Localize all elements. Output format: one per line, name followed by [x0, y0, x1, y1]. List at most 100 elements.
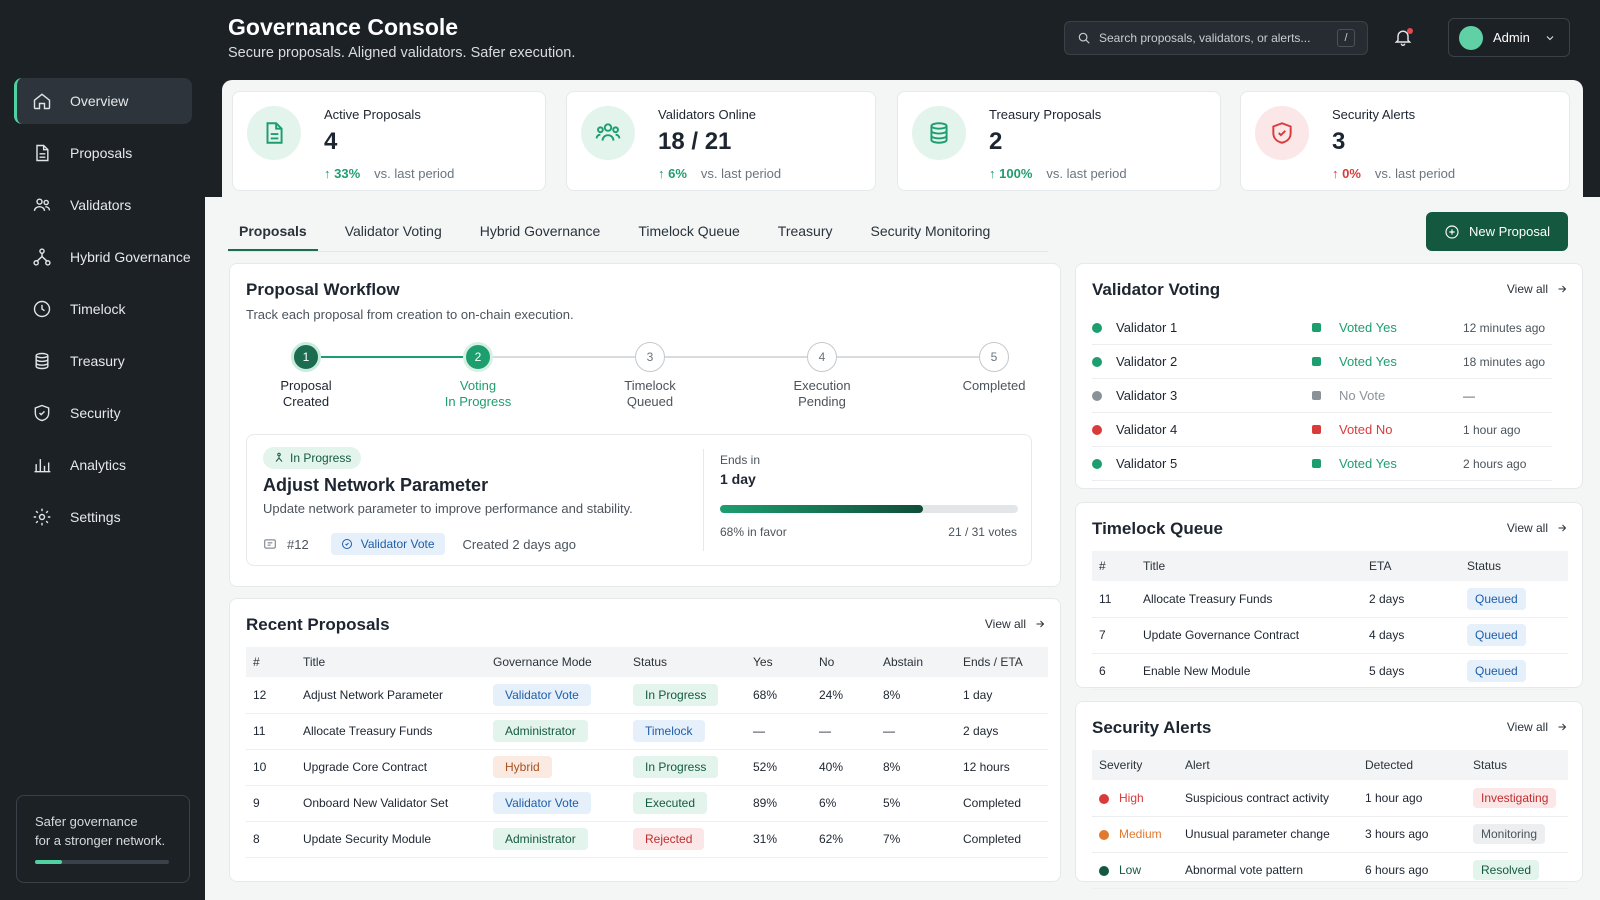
view-all-link[interactable]: View all — [985, 617, 1046, 631]
sidebar-footer-progress — [35, 860, 169, 864]
timelock-table: # Title ETA Status 11 Allocate Treasury F… — [1092, 551, 1568, 690]
tab-proposals[interactable]: Proposals — [228, 215, 318, 251]
proposal-description: Update network parameter to improve perf… — [263, 501, 633, 516]
document-icon — [266, 122, 283, 144]
view-all-link[interactable]: View all — [1507, 521, 1568, 535]
plus-circle-icon — [1445, 224, 1459, 239]
search-input[interactable] — [1099, 31, 1337, 45]
tab-hybrid-governance[interactable]: Hybrid Governance — [479, 223, 601, 239]
stat-label: Validators Online — [658, 107, 757, 122]
vote-indicator — [1312, 425, 1321, 434]
user-menu[interactable]: Admin — [1448, 18, 1570, 57]
list-item[interactable]: Validator 1 Voted Yes 12 minutes ago — [1092, 311, 1552, 345]
proposal-title: Adjust Network Parameter — [263, 475, 489, 495]
card-subtitle: Track each proposal from creation to on-… — [246, 307, 574, 322]
view-all-link[interactable]: View all — [1507, 720, 1568, 734]
card-title: Timelock Queue — [1092, 519, 1224, 538]
table-row[interactable]: 8 Update Security Module Administrator Re… — [246, 821, 1048, 858]
sidebar-item-hybrid-governance[interactable]: Hybrid Governance — [14, 234, 192, 280]
sidebar-item-validators[interactable]: Validators — [14, 182, 192, 228]
alerts-table: Severity Alert Detected Status High Suspi… — [1092, 750, 1568, 889]
tab-treasury[interactable]: Treasury — [777, 223, 833, 239]
sidebar-item-proposals[interactable]: Proposals — [14, 130, 192, 176]
user-name: Admin — [1493, 30, 1530, 45]
sidebar-item-treasury[interactable]: Treasury — [14, 338, 192, 384]
stat-value: 18 / 21 — [658, 128, 732, 155]
sidebar-item-analytics[interactable]: Analytics — [14, 442, 192, 488]
database-icon — [35, 352, 49, 370]
sidebar-item-settings[interactable]: Settings — [14, 494, 192, 540]
tab-timelock-queue[interactable]: Timelock Queue — [638, 223, 740, 239]
table-row[interactable]: 11 Allocate Treasury Funds 2 days Queued — [1092, 581, 1568, 618]
col-header: Yes — [746, 647, 812, 677]
sidebar-item-timelock[interactable]: Timelock — [14, 286, 192, 332]
page-header: Governance Console Secure proposals. Ali… — [228, 14, 575, 61]
table-header: # Title ETA Status — [1092, 551, 1568, 581]
stat-label: Treasury Proposals — [989, 107, 1102, 122]
alert-text: Suspicious contract activity — [1178, 780, 1358, 817]
avatar — [1459, 25, 1483, 50]
table-row[interactable]: Medium Unusual parameter change 3 hours ag… — [1092, 816, 1568, 853]
search-box[interactable]: / — [1064, 21, 1368, 55]
current-proposal[interactable]: In Progress Adjust Network Parameter Upd… — [246, 434, 1032, 566]
gear-icon — [33, 508, 51, 526]
sidebar-item-security[interactable]: Security — [14, 390, 192, 436]
trend-up: ↑ 100% — [989, 166, 1033, 181]
validator-name: Validator 1 — [1116, 320, 1178, 335]
proposal-id: #12 — [287, 536, 309, 552]
vote-time: 18 minutes ago — [1463, 354, 1546, 369]
sidebar-footer-progress-fill — [35, 860, 62, 864]
chevron-down-icon — [1546, 35, 1554, 40]
stats-panel: Active Proposals 4 ↑ 33% vs. last period … — [222, 80, 1583, 198]
table-row[interactable]: 9 Onboard New Validator Set Validator Vot… — [246, 785, 1048, 822]
security-alerts-card: Security Alerts View all Severity Alert … — [1075, 701, 1583, 889]
notification-dot — [1407, 28, 1413, 34]
mode-pill: Administrator — [493, 828, 588, 850]
step-number: 1 — [291, 342, 321, 372]
table-row[interactable]: 12 Adjust Network Parameter Validator Vot… — [246, 677, 1048, 714]
ends-value: 1 day — [720, 471, 756, 487]
mode-pill: Validator Vote — [493, 792, 591, 814]
card-title: Recent Proposals — [246, 615, 390, 634]
table-row[interactable]: Low Abnormal vote pattern 6 hours ago Resol… — [1092, 852, 1568, 889]
status-pill: Timelock — [633, 720, 705, 742]
list-item[interactable]: Validator 4 Voted No 1 hour ago — [1092, 413, 1552, 447]
table-row[interactable]: 7 Update Governance Contract 4 days Queued — [1092, 617, 1568, 654]
col-header: Status — [1466, 750, 1568, 780]
list-item[interactable]: Validator 2 Voted Yes 18 minutes ago — [1092, 345, 1552, 379]
vote-progress-bar — [720, 505, 1018, 513]
sidebar-item-overview[interactable]: Overview — [14, 78, 192, 124]
notifications-button[interactable] — [1393, 27, 1415, 49]
table-row[interactable]: 10 Upgrade Core Contract Hybrid In Progre… — [246, 749, 1048, 786]
validator-status-dot — [1092, 458, 1102, 469]
list-item[interactable]: Validator 3 No Vote — — [1092, 379, 1552, 413]
network-icon — [33, 248, 51, 266]
table-row[interactable]: 6 Enable New Module 5 days Queued — [1092, 653, 1568, 690]
shield-alert-icon — [1272, 122, 1292, 144]
view-all-link[interactable]: View all — [1507, 282, 1568, 296]
bell-icon — [1394, 30, 1412, 46]
vote-status: No Vote — [1339, 388, 1386, 403]
tab-security-monitoring[interactable]: Security Monitoring — [870, 223, 991, 239]
col-header: No — [812, 647, 876, 677]
trend-up: ↑ 6% — [658, 166, 687, 181]
mode-pill: Administrator — [493, 720, 588, 742]
tab-validator-voting[interactable]: Validator Voting — [344, 223, 442, 239]
table-row[interactable]: High Suspicious contract activity 1 hour a… — [1092, 780, 1568, 817]
table-row[interactable]: 11 Allocate Treasury Funds Administrator … — [246, 713, 1048, 750]
new-proposal-button[interactable]: New Proposal — [1426, 212, 1568, 251]
status-badge: In Progress — [263, 447, 362, 469]
search-icon — [1078, 32, 1090, 44]
stat-icon-wrap — [247, 106, 301, 160]
tag-icon — [264, 539, 276, 549]
network-icon — [275, 452, 283, 462]
status-pill: Rejected — [633, 828, 705, 850]
card-title: Security Alerts — [1092, 718, 1212, 737]
step-label: Timelock Queued — [624, 378, 676, 409]
severity-label: Medium — [1119, 827, 1162, 841]
recent-proposals-table: # Title Governance Mode Status Yes No Ab… — [246, 647, 1048, 858]
step-label: Proposal Created — [280, 378, 332, 409]
list-item[interactable]: Validator 5 Voted Yes 2 hours ago — [1092, 447, 1552, 481]
severity-dot — [1099, 793, 1109, 804]
alert-detected: 3 hours ago — [1358, 816, 1466, 853]
